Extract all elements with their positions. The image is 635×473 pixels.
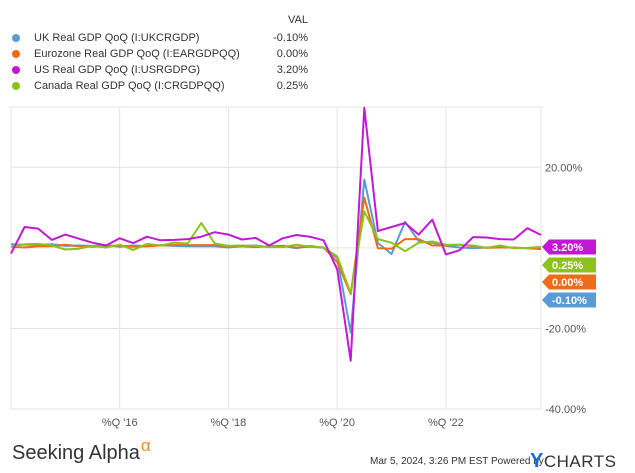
legend-dot-canada [12,82,20,90]
last-value-label-0: -0.10% [552,295,587,307]
seeking-alpha-logo: Seeking Alphaα [12,436,151,465]
legend-label-eurozone: Eurozone Real GDP QoQ (I:EARGDPQQ) [34,48,240,60]
powered-by-text: Powered by [491,456,544,467]
legend-label-us: US Real GDP QoQ (I:USRGDPG) [34,64,201,76]
y-tick-label: -40.00% [545,404,586,416]
legend-value-header: VAL [288,14,308,26]
legend-dot-us [12,66,20,74]
legend: VAL UK Real GDP QoQ (I:UKCRGDP) -0.10% E… [0,0,635,100]
legend-value-eurozone: 0.00% [276,48,308,60]
last-value-label-2: 3.20% [552,242,583,254]
alpha-symbol: α [140,436,151,455]
brand-name: Seeking Alpha [12,442,140,464]
ycharts-logo-text: CHARTS [543,452,617,471]
last-value-label-3: 0.25% [552,260,583,272]
ycharts-logo-y: Y [530,450,544,472]
legend-dot-uk [12,34,20,42]
legend-value-us: 3.20% [276,64,308,76]
legend-dot-eurozone [12,50,20,58]
x-tick-label: %Q '20 [319,417,355,429]
legend-value-uk: -0.10% [273,32,308,44]
x-tick-label: %Q '18 [211,417,247,429]
timestamp-text: Mar 5, 2024, 3:26 PM EST [370,456,489,467]
series-line-3[interactable] [10,210,542,295]
last-value-badge-1 [542,274,596,290]
series-line-2[interactable] [10,106,542,362]
last-value-badge-0 [542,292,596,308]
footer-timestamp: Mar 5, 2024, 3:26 PM EST Powered by [370,456,544,467]
legend-label-canada: Canada Real GDP QoQ (I:CRGDPQQ) [34,80,225,92]
legend-value-canada: 0.25% [276,80,308,92]
x-tick-label: %Q '22 [428,417,464,429]
series-line-0[interactable] [10,178,542,334]
last-value-label-1: 0.00% [552,277,583,289]
legend-label-uk: UK Real GDP QoQ (I:UKCRGDP) [34,32,200,44]
y-tick-label: 20.00% [545,162,583,174]
y-tick-label: -20.00% [545,323,586,335]
ycharts-logo[interactable]: YCHARTS [530,450,616,473]
plot-frame [10,106,542,410]
x-tick-label: %Q '16 [102,417,138,429]
last-value-badge-2 [542,239,596,255]
last-value-badge-3 [542,257,596,273]
chart-area[interactable]: %Q '16 %Q '18 %Q '20 %Q '22 20.00% -20.00% -40… [0,0,635,440]
